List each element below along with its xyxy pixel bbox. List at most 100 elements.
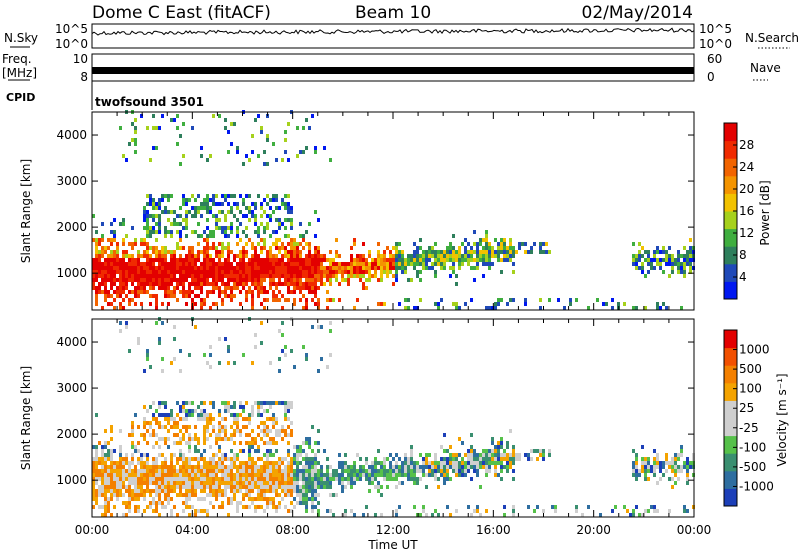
heatmap-cell xyxy=(686,461,689,465)
heatmap-cell xyxy=(299,485,302,489)
heatmap-cell xyxy=(221,254,224,258)
heatmap-cell xyxy=(203,282,206,286)
heatmap-cell xyxy=(239,477,242,481)
heatmap-cell xyxy=(410,465,413,469)
heatmap-cell xyxy=(548,250,551,254)
heatmap-cell xyxy=(260,126,263,130)
heatmap-cell xyxy=(269,206,272,210)
heatmap-cell xyxy=(143,238,146,242)
heatmap-cell xyxy=(182,122,185,126)
colorbar-segment xyxy=(724,158,737,177)
heatmap-cell xyxy=(155,481,158,485)
heatmap-cell xyxy=(212,234,215,238)
heatmap-cell xyxy=(350,262,353,266)
heatmap-cell xyxy=(170,481,173,485)
heatmap-cell xyxy=(143,421,146,425)
heatmap-cell xyxy=(143,266,146,270)
heatmap-cell xyxy=(410,278,413,282)
heatmap-cell xyxy=(284,429,287,433)
heatmap-cell xyxy=(221,290,224,294)
heatmap-cell xyxy=(188,445,191,449)
heatmap-cell xyxy=(284,138,287,142)
heatmap-cell xyxy=(503,238,506,242)
heatmap-cell xyxy=(596,298,599,302)
heatmap-cell xyxy=(332,298,335,302)
heatmap-cell xyxy=(107,278,110,282)
heatmap-cell xyxy=(116,254,119,258)
heatmap-cell xyxy=(101,234,104,238)
heatmap-cell xyxy=(374,274,377,278)
noise-left-label: N.Sky xyxy=(4,31,38,45)
heatmap-cell xyxy=(257,481,260,485)
heatmap-cell xyxy=(503,453,506,457)
heatmap-cell xyxy=(104,501,107,505)
heatmap-cell xyxy=(266,409,269,413)
heatmap-cell xyxy=(317,278,320,282)
heatmap-cell xyxy=(524,242,527,246)
heatmap-cell xyxy=(431,262,434,266)
heatmap-cell xyxy=(524,453,527,457)
heatmap-cell xyxy=(311,449,314,453)
heatmap-cell xyxy=(179,369,182,373)
heatmap-cell xyxy=(446,250,449,254)
heatmap-cell xyxy=(461,473,464,477)
heatmap-cell xyxy=(179,234,182,238)
heatmap-cell xyxy=(170,485,173,489)
heatmap-cell xyxy=(119,278,122,282)
heatmap-cell xyxy=(293,278,296,282)
heatmap-cell xyxy=(359,278,362,282)
heatmap-cell xyxy=(239,278,242,282)
heatmap-cell xyxy=(119,481,122,485)
cpid-label: CPID xyxy=(6,91,35,104)
heatmap-cell xyxy=(272,282,275,286)
heatmap-cell xyxy=(257,489,260,493)
heatmap-cell xyxy=(110,449,113,453)
heatmap-cell xyxy=(125,321,128,325)
heatmap-cell xyxy=(314,258,317,262)
heatmap-cell xyxy=(209,210,212,214)
heatmap-cell xyxy=(179,134,182,138)
heatmap-cell xyxy=(122,274,125,278)
heatmap-cell xyxy=(299,477,302,481)
heatmap-cell xyxy=(245,194,248,198)
heatmap-cell xyxy=(179,429,182,433)
heatmap-cell xyxy=(107,505,110,509)
heatmap-cell xyxy=(251,469,254,473)
heatmap-cell xyxy=(212,493,215,497)
heatmap-cell xyxy=(203,258,206,262)
heatmap-cell xyxy=(116,250,119,254)
heatmap-cell xyxy=(224,401,227,405)
heatmap-cell xyxy=(269,477,272,481)
heatmap-cell xyxy=(194,274,197,278)
heatmap-cell xyxy=(170,250,173,254)
heatmap-cell xyxy=(242,469,245,473)
heatmap-cell xyxy=(140,485,143,489)
heatmap-cell xyxy=(674,473,677,477)
heatmap-cell xyxy=(170,513,173,517)
heatmap-cell xyxy=(149,262,152,266)
heatmap-cell xyxy=(104,441,107,445)
heatmap-cell xyxy=(512,509,515,513)
heatmap-cell xyxy=(149,365,152,369)
heatmap-cell xyxy=(197,270,200,274)
heatmap-cell xyxy=(188,266,191,270)
heatmap-cell xyxy=(242,505,245,509)
heatmap-cell xyxy=(263,429,266,433)
heatmap-cell xyxy=(311,278,314,282)
heatmap-cell xyxy=(248,262,251,266)
heatmap-cell xyxy=(389,266,392,270)
heatmap-cell xyxy=(179,493,182,497)
heatmap-cell xyxy=(200,477,203,481)
heatmap-cell xyxy=(197,258,200,262)
heatmap-cell xyxy=(134,294,137,298)
heatmap-cell xyxy=(224,425,227,429)
heatmap-cell xyxy=(434,457,437,461)
heatmap-cell xyxy=(272,425,275,429)
heatmap-cell xyxy=(305,274,308,278)
heatmap-cell xyxy=(284,130,287,134)
heatmap-cell xyxy=(275,473,278,477)
heatmap-cell xyxy=(122,465,125,469)
heatmap-cell xyxy=(170,266,173,270)
heatmap-cell xyxy=(314,493,317,497)
heatmap-cell xyxy=(434,242,437,246)
